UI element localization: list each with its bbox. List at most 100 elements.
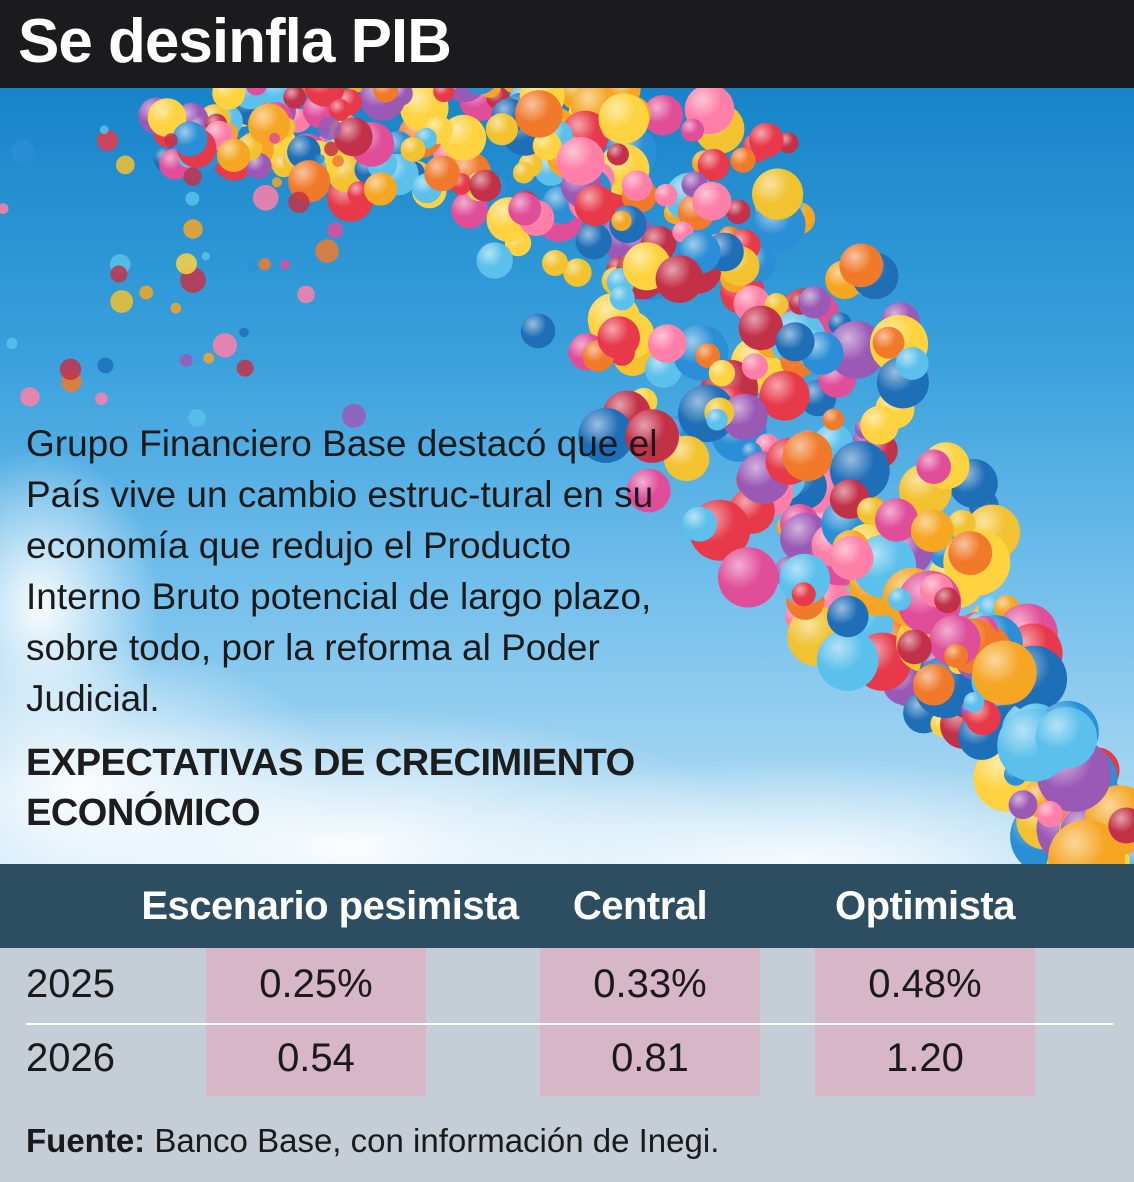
balloon-shine — [647, 324, 687, 363]
balloon-shine — [485, 113, 518, 146]
highlight-column-optimista — [815, 948, 1035, 1096]
balloon-shine — [860, 405, 899, 445]
balloon-shine — [515, 90, 563, 138]
balloon-shine — [654, 183, 678, 207]
balloon-shine — [520, 313, 556, 349]
balloon-shine — [606, 143, 629, 166]
balloon — [280, 260, 291, 270]
balloon-shine — [532, 131, 562, 161]
balloon-shine — [609, 285, 635, 311]
balloon — [327, 222, 344, 239]
column-header-optimista: Optimista — [835, 884, 1015, 928]
balloon — [115, 155, 135, 175]
balloon-shine — [598, 93, 650, 144]
balloon-shine — [752, 168, 804, 220]
balloon-shine — [897, 629, 932, 665]
cell-value: 0.48% — [868, 962, 982, 1006]
balloon-shine — [741, 353, 769, 380]
cell-value: 1.20 — [886, 1036, 964, 1080]
balloon — [95, 392, 108, 406]
balloon — [236, 359, 254, 377]
balloon-shine — [621, 170, 653, 201]
balloon — [188, 409, 206, 427]
balloon-shine — [1036, 800, 1063, 828]
balloon — [139, 285, 154, 300]
balloon-shine — [217, 138, 251, 172]
balloon-shine — [373, 88, 399, 103]
balloon-shine — [328, 99, 351, 121]
balloon — [203, 352, 215, 364]
intro-paragraph: Grupo Financiero Base destacó que el Paí… — [26, 423, 658, 719]
balloon — [269, 132, 280, 144]
balloon-shine — [400, 136, 426, 162]
balloon-shine — [912, 664, 955, 706]
balloon-shine — [681, 506, 717, 542]
balloon — [332, 155, 344, 167]
balloon-shine — [910, 509, 954, 553]
balloon-shine — [611, 210, 632, 231]
balloon-shine — [944, 643, 969, 668]
balloon — [288, 191, 310, 213]
balloon-shine — [469, 169, 502, 202]
balloon — [185, 191, 200, 206]
balloon-shine — [597, 316, 640, 359]
balloon-shine — [333, 117, 373, 157]
balloon — [0, 203, 9, 214]
balloon — [239, 327, 249, 338]
balloon-cluster — [0, 88, 1134, 864]
highlight-column-central — [540, 948, 760, 1096]
table-row: 2025 0.25% 0.33% 0.48% — [0, 948, 1134, 1022]
balloon — [20, 387, 40, 407]
balloon-shine — [563, 258, 592, 287]
row-year: 2025 — [26, 962, 115, 1006]
row-divider — [26, 1023, 1113, 1025]
balloon-shine — [1048, 819, 1125, 864]
balloon-shine — [829, 536, 874, 580]
balloon — [247, 261, 258, 273]
balloon-shine — [916, 449, 951, 485]
balloon — [252, 185, 279, 211]
balloon-shine — [626, 468, 671, 513]
balloon-shine — [433, 88, 455, 103]
balloon-shine — [839, 243, 884, 288]
balloon-shine — [947, 509, 976, 538]
balloon — [179, 353, 193, 367]
balloon-shine — [556, 137, 605, 186]
balloon-shine — [759, 370, 810, 421]
balloon-shine — [749, 122, 784, 158]
balloon — [324, 141, 339, 157]
balloon — [176, 253, 197, 275]
balloon-shine — [717, 547, 779, 608]
balloon — [110, 290, 134, 313]
balloon — [315, 154, 325, 164]
balloon-shine — [934, 587, 961, 614]
balloon — [317, 116, 341, 140]
balloon — [11, 140, 35, 163]
section-title: EXPECTATIVAS DE CRECIMIENTO ECONÓMICO — [26, 742, 635, 834]
balloon-shine — [822, 408, 845, 431]
cell-value: 0.25% — [259, 962, 373, 1006]
clouds — [0, 448, 1134, 864]
balloon — [99, 125, 109, 135]
balloon — [212, 333, 237, 358]
balloon — [97, 357, 114, 374]
column-header-central: Central — [572, 884, 708, 928]
balloon — [97, 130, 119, 152]
balloon-shine — [575, 223, 612, 260]
balloon-shine — [798, 286, 831, 319]
balloon-shine — [872, 326, 905, 359]
balloon-shine — [775, 322, 815, 362]
balloon-shine — [542, 250, 568, 276]
balloon — [170, 302, 182, 314]
balloon-shine — [246, 88, 267, 96]
balloon-shine — [680, 118, 705, 142]
balloon-shine — [283, 88, 307, 109]
balloon — [282, 120, 291, 129]
hero-image: Grupo Financiero Base destacó que el Paí… — [0, 88, 1134, 864]
balloon-shine — [363, 172, 398, 206]
balloon-shine — [692, 181, 732, 221]
balloon-shine — [721, 393, 768, 440]
balloon-shine — [578, 408, 634, 463]
balloon-shine — [655, 255, 704, 303]
balloon-shine — [963, 692, 985, 713]
